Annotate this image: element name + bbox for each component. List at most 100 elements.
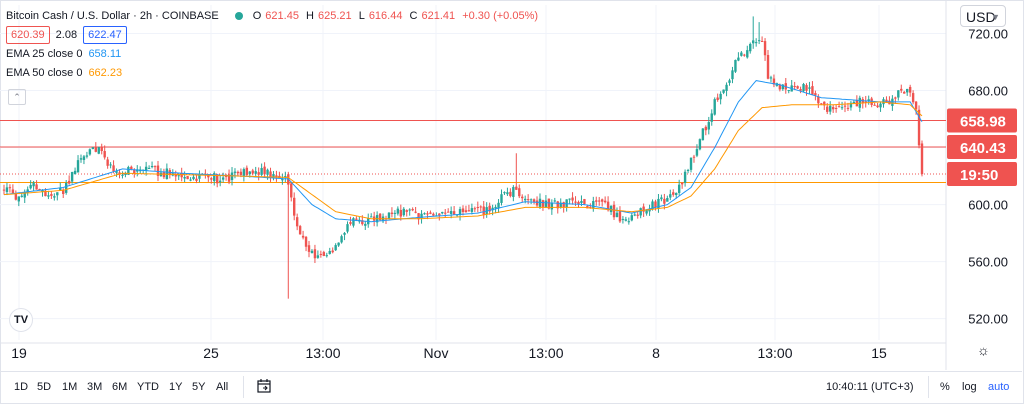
calendar-range-icon[interactable] [256,378,272,394]
candle [479,205,482,212]
range-1m-button[interactable]: 1M [62,381,78,393]
candle [263,162,266,178]
candle [79,154,83,163]
range-all-button[interactable]: All [216,381,229,393]
change-value: +0.30 (+0.05%) [462,9,539,22]
candle [461,205,465,216]
candle [879,102,882,112]
candle [657,193,660,213]
price-label-badge: 658.98 [947,108,1017,133]
candle [73,167,77,175]
candle [227,169,231,185]
indicator-ema50[interactable]: EMA 50 close 0 662.23 [6,63,542,82]
candle [257,167,260,181]
candle [831,104,835,113]
auto-scale-toggle[interactable]: auto [988,381,1010,393]
candle [790,79,793,92]
candle [903,90,906,94]
candle [76,155,80,173]
indicator-ema25[interactable]: EMA 25 close 0 658.11 [6,44,542,63]
candle [725,82,728,97]
candle [64,180,68,195]
range-5d-button[interactable]: 5D [37,381,52,393]
range-6m-button[interactable]: 6M [112,381,128,393]
currency-selector[interactable]: USD ▼ [960,5,1006,27]
price-tick-label: 600.00 [968,198,1008,213]
log-scale-toggle[interactable]: log [962,381,977,393]
candle [121,171,124,179]
candle [393,210,397,219]
legend: Bitcoin Cash / U.S. Dollar · 2h · COINBA… [6,6,542,82]
quote-row: 620.39 2.08 622.47 [6,25,542,44]
gear-icon[interactable]: ☼ [977,342,990,358]
collapse-legend-icon[interactable]: ⌃ [8,89,26,105]
candle [189,177,192,182]
candle [91,147,95,150]
candle [529,198,533,205]
candle [441,211,444,215]
ask-button[interactable]: 622.47 [83,25,127,44]
range-1d-button[interactable]: 1D [14,381,29,393]
open-label: O [252,9,262,22]
price-tick-label: 520.00 [968,312,1008,327]
ema25-value: 658.11 [88,47,122,60]
candle [911,90,915,105]
candle [53,193,56,201]
tradingview-logo-icon[interactable]: TV [9,308,33,332]
candle [14,190,18,201]
candle [669,189,672,201]
bid-button[interactable]: 620.39 [6,25,50,44]
candle [834,104,838,113]
candle [136,165,139,177]
candle [251,168,254,176]
candle [615,207,619,218]
time-tick-label: Nov [424,345,449,361]
candle [473,206,477,212]
candle [757,22,761,45]
range-ytd-button[interactable]: YTD [137,381,159,393]
candle [855,95,859,107]
percent-scale-toggle[interactable]: % [940,381,950,393]
candle [663,193,666,210]
svg-text:640.43: 640.43 [960,140,1006,157]
candle [769,75,773,83]
candle [260,163,263,177]
range-5y-button[interactable]: 5Y [192,381,206,393]
candle [766,50,770,80]
candle [301,230,305,240]
bottom-toolbar: 1D 5D 1M 3M 6M YTD 1Y 5Y All 10:40:11 (U… [0,371,1022,403]
candle [512,185,515,202]
candle [544,195,548,208]
horizontal-lines [0,119,946,183]
candle [8,184,12,193]
candle [213,171,216,186]
range-3m-button[interactable]: 3M [87,381,103,393]
candle [894,96,897,104]
candle [112,160,115,174]
candle [796,85,799,90]
candle [150,161,154,169]
symbol-title[interactable]: Bitcoin Cash / U.S. Dollar · 2h · COINBA… [6,9,219,22]
clock-display[interactable]: 10:40:11 (UTC+3) [826,381,914,393]
candle [429,210,432,215]
candle [808,81,811,94]
candle [598,197,601,206]
range-1y-button[interactable]: 1Y [169,381,183,393]
candle [518,184,521,199]
candle [630,212,633,222]
candle [583,198,586,206]
candle [666,195,669,202]
candle [290,181,293,202]
candle [304,235,308,252]
candle [316,250,320,259]
candle [426,211,429,220]
candle [603,196,607,204]
candle [734,59,737,73]
divider [243,376,244,398]
low-value: 616.44 [368,9,403,22]
candle [672,189,675,197]
price-axis: 520.00560.00600.00640.00680.00720.00658.… [947,27,1017,327]
candle [692,154,696,163]
candle [32,180,35,191]
